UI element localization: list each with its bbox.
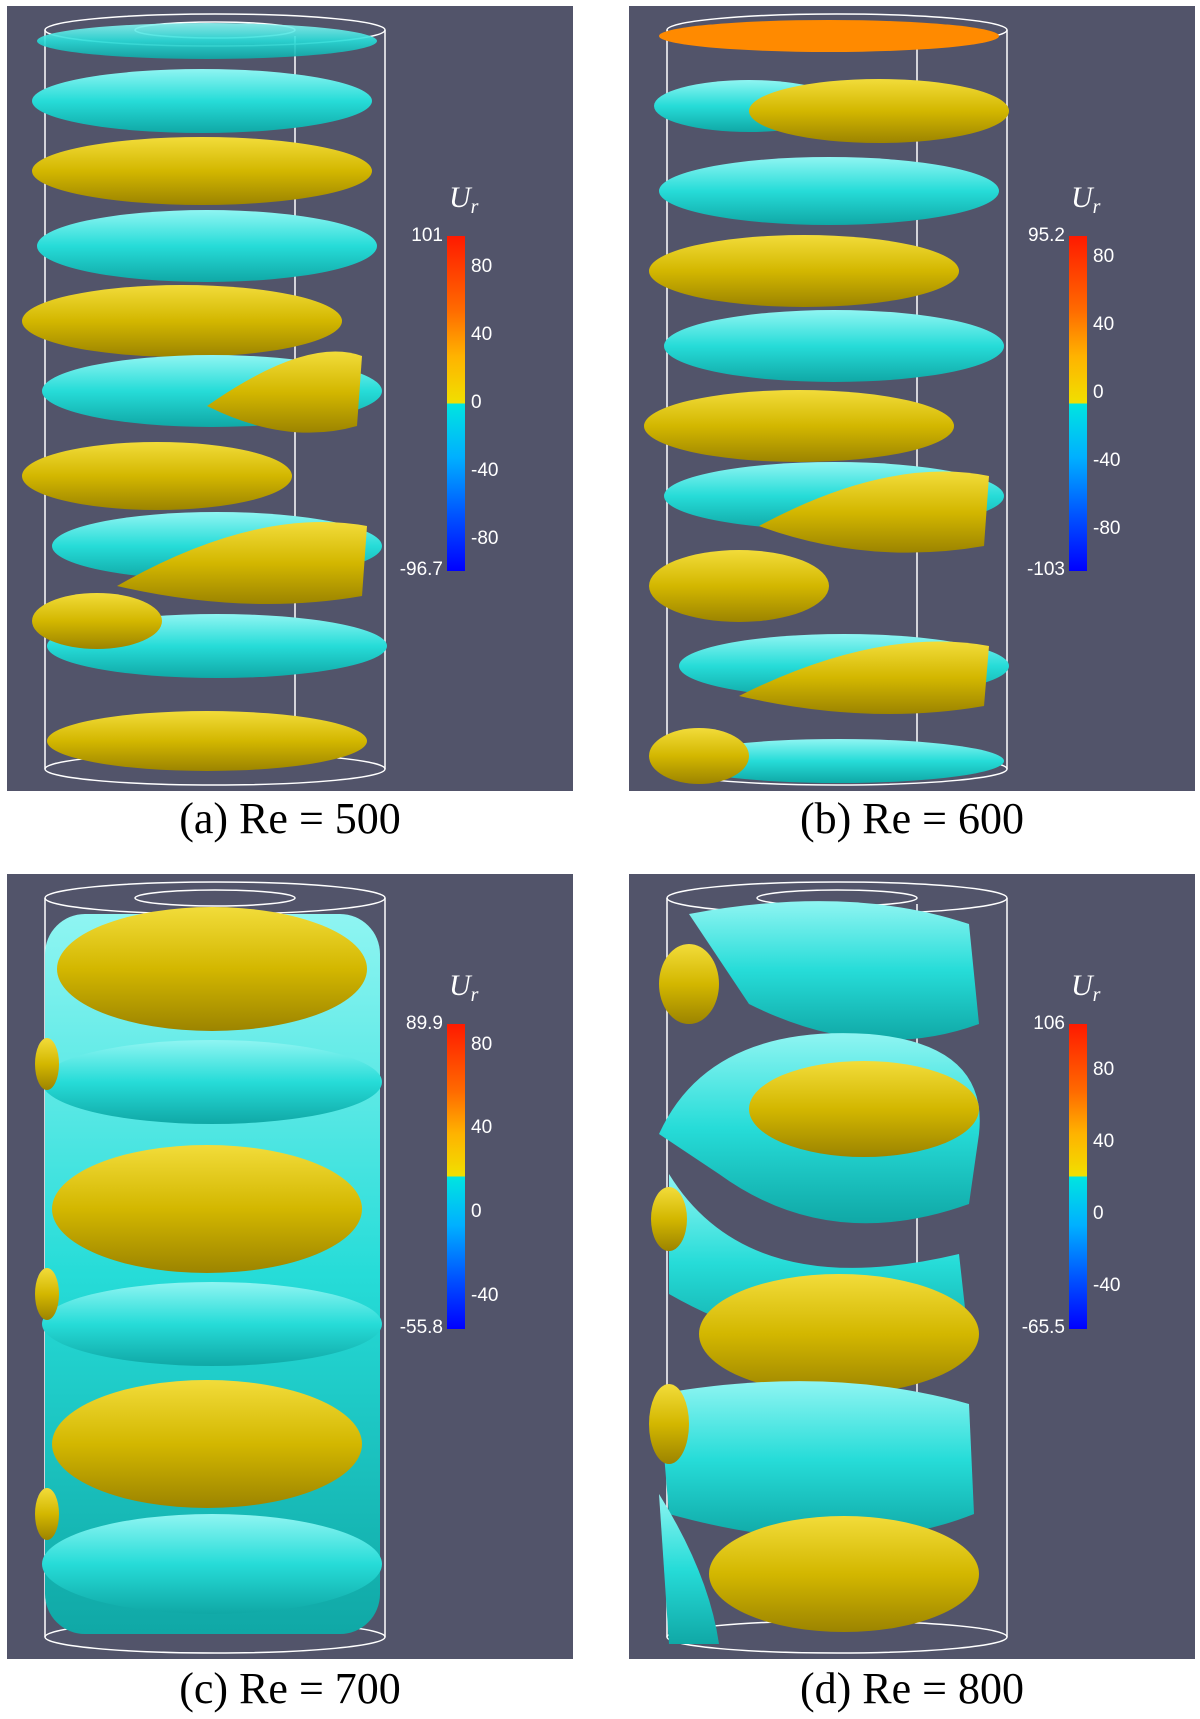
colorbar-min-label: -96.7	[399, 559, 443, 580]
colorbar-min-label: -103	[1026, 559, 1065, 580]
colorbar-tick: -80	[1093, 518, 1121, 539]
colorbar-tick: -40	[1093, 450, 1121, 471]
colorbar-tick: 0	[1093, 382, 1104, 403]
colorbar-title: Ur	[449, 181, 479, 218]
colorbar-tick: 40	[1093, 314, 1115, 335]
colorbar-tick: 80	[471, 256, 493, 277]
colorbar-tick: 40	[471, 1117, 493, 1138]
colorbar-tick: 40	[1093, 1131, 1115, 1152]
colorbar-max-label: 101	[411, 225, 443, 246]
colorbar-title: Ur	[1071, 969, 1101, 1006]
colorbar-tick: 0	[1093, 1203, 1104, 1224]
colorbar-min-label: -65.5	[1021, 1317, 1065, 1338]
colorbar-gradient	[1069, 1024, 1087, 1329]
colorbar-max-label: 95.2	[1028, 225, 1065, 246]
colorbar-gradient	[447, 1024, 465, 1329]
color-bar: Ur 89.9 -55.8 80 40 0 -40	[400, 969, 557, 1389]
panel-c-visualization: Ur 89.9 -55.8 80 40 0 -40	[7, 874, 573, 1659]
colorbar-tick: 80	[1093, 246, 1115, 267]
colorbar-tick: -80	[471, 528, 499, 549]
colorbar-tick: 0	[471, 392, 482, 413]
colorbar-tick: 80	[471, 1034, 493, 1055]
panel-d-visualization: Ur 106 -65.5 80 40 0 -40	[629, 874, 1195, 1659]
isosurface-render	[35, 881, 386, 1654]
colorbar-min-label: -55.8	[399, 1317, 443, 1338]
colorbar-title: Ur	[1071, 181, 1101, 218]
caption-d: (d) Re = 800	[800, 1664, 1024, 1713]
vortex-bands	[649, 901, 980, 1644]
colorbar-tick: -40	[471, 1285, 499, 1306]
panel-a-visualization: Ur 101 -96.7 80 40 0 -40 -80	[7, 6, 573, 791]
color-bar: Ur 101 -96.7 80 40 0 -40 -80	[400, 181, 557, 601]
colorbar-tick: 40	[471, 324, 493, 345]
vortex-bands	[35, 907, 382, 1634]
colorbar-title: Ur	[449, 969, 479, 1006]
color-bar: Ur 106 -65.5 80 40 0 -40	[1022, 969, 1179, 1389]
panel-b-visualization: Ur 95.2 -103 80 40 0 -40 -80	[629, 6, 1195, 791]
isosurface-render	[644, 13, 1009, 786]
vortex-bands	[644, 20, 1009, 784]
colorbar-tick: 0	[471, 1201, 482, 1222]
isosurface-render	[22, 13, 387, 786]
caption-c: (c) Re = 700	[179, 1664, 401, 1713]
colorbar-max-label: 106	[1033, 1013, 1065, 1034]
vortex-bands	[22, 23, 387, 771]
color-bar: Ur 95.2 -103 80 40 0 -40 -80	[1027, 181, 1179, 601]
colorbar-tick: 80	[1093, 1059, 1115, 1080]
colorbar-tick: -40	[471, 460, 499, 481]
colorbar-gradient	[447, 236, 465, 571]
colorbar-gradient	[1069, 236, 1087, 571]
caption-a: (a) Re = 500	[179, 794, 401, 843]
isosurface-render	[649, 881, 1008, 1654]
caption-b: (b) Re = 600	[800, 794, 1024, 843]
colorbar-max-label: 89.9	[406, 1013, 443, 1034]
colorbar-tick: -40	[1093, 1275, 1121, 1296]
